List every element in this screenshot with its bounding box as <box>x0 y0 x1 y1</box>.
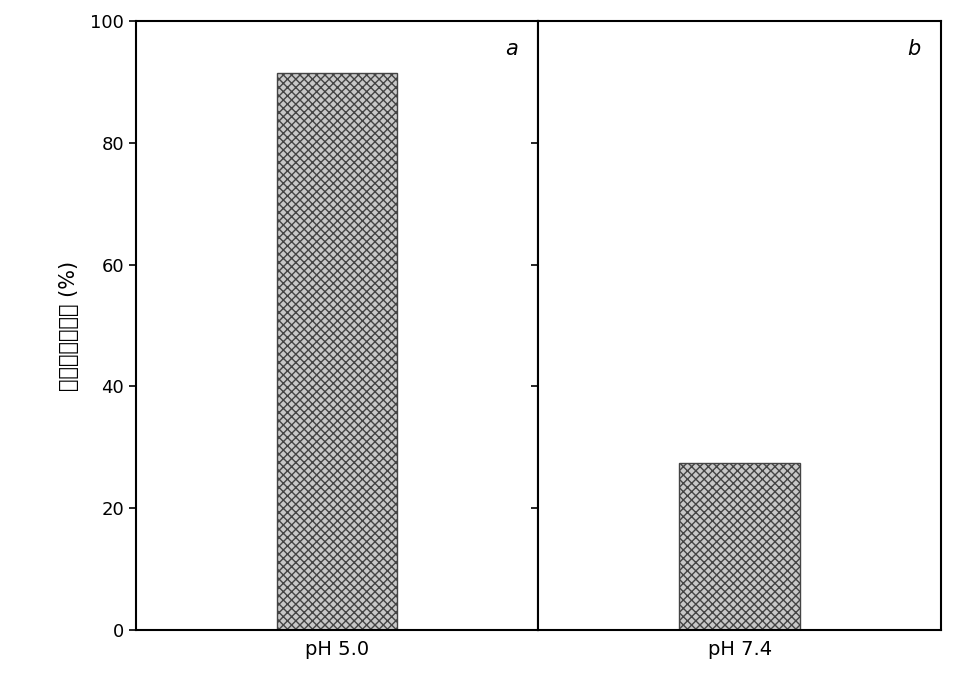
Text: a: a <box>505 39 517 60</box>
Y-axis label: 溶脹平衡吸水率 (%): 溶脹平衡吸水率 (%) <box>59 260 78 391</box>
Bar <box>276 73 397 630</box>
Text: b: b <box>907 39 920 60</box>
Bar <box>678 463 799 630</box>
